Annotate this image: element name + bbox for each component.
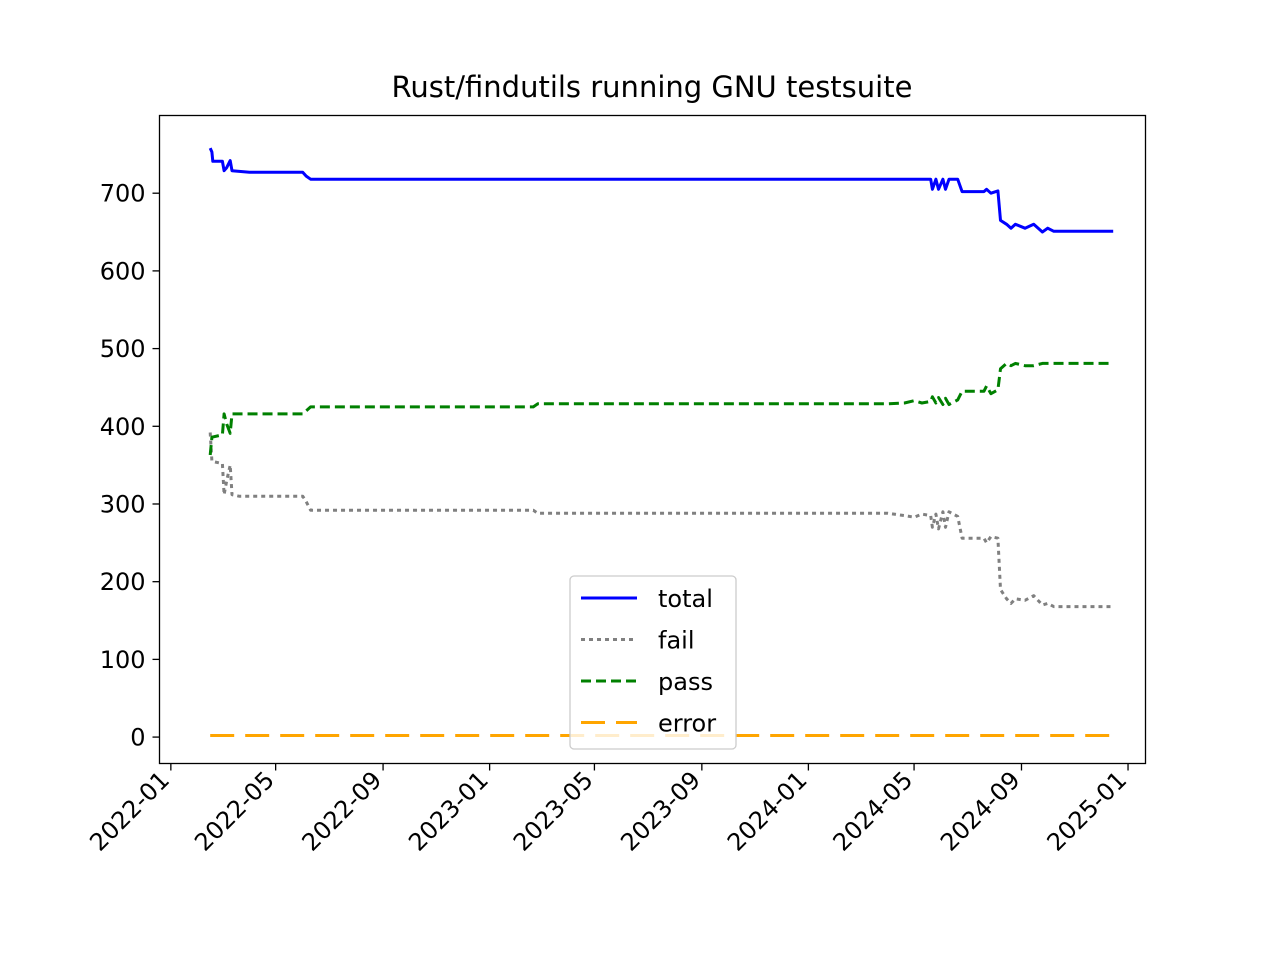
series-line-fail — [208, 432, 1114, 609]
y-axis: 0 100 200 300 400 500 600 700 — [100, 180, 160, 752]
legend-label-pass: pass — [658, 668, 713, 696]
y-tick-label: 600 — [100, 257, 146, 285]
legend: total fail pass error — [569, 575, 737, 750]
y-tick-label: 400 — [100, 413, 146, 441]
series-line-pass — [208, 361, 1114, 456]
y-tick-label: 100 — [100, 646, 146, 674]
y-tick-label: 0 — [130, 724, 145, 752]
legend-label-fail: fail — [658, 627, 695, 655]
y-tick-label: 300 — [100, 490, 146, 518]
chart-title: Rust/findutils running GNU testsuite — [392, 70, 913, 104]
series-line-total — [208, 147, 1114, 234]
legend-label-error: error — [658, 710, 716, 738]
y-tick-label: 700 — [100, 180, 146, 208]
legend-box — [569, 575, 737, 750]
y-tick-label: 200 — [100, 568, 146, 596]
series-layer — [208, 147, 1114, 737]
plot-frame — [158, 114, 1147, 765]
legend-label-total: total — [658, 585, 713, 613]
y-tick-label: 500 — [100, 335, 146, 363]
